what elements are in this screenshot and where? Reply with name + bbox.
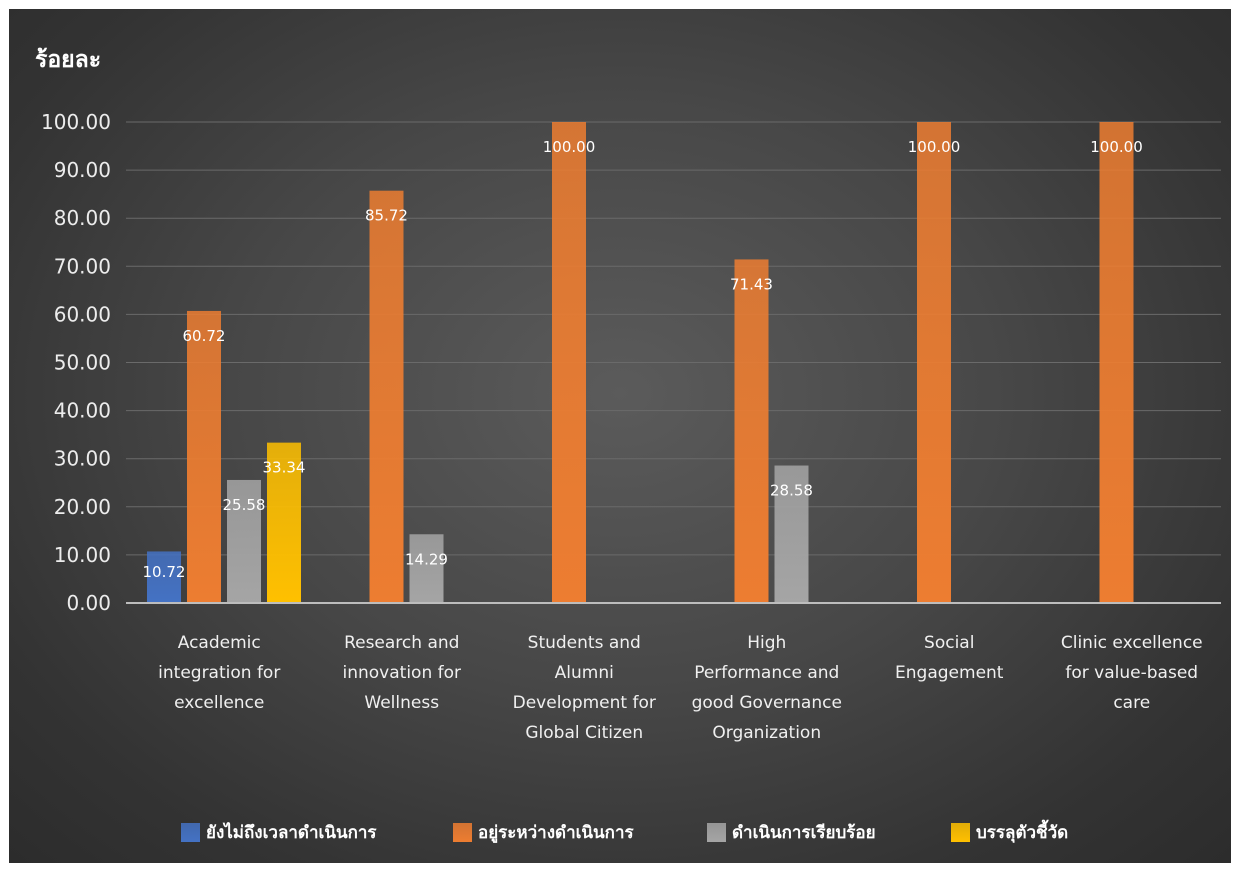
legend-swatch — [707, 823, 726, 842]
legend-item: ดำเนินการเรียบร้อย — [707, 822, 876, 843]
data-label: 100.00 — [543, 138, 596, 156]
data-label: 60.72 — [183, 327, 226, 345]
x-category-label: Clinic excellence for value-based care — [1061, 633, 1203, 713]
y-tick-label: 70.00 — [54, 254, 111, 278]
data-label: 71.43 — [730, 275, 773, 293]
bar — [227, 479, 261, 603]
x-category-label: High Performance and good Governance Organi… — [692, 633, 842, 743]
x-category-label: Academic integration for excellence — [158, 633, 280, 713]
bar — [369, 190, 404, 603]
y-tick-label: 100.00 — [41, 110, 111, 134]
data-label: 85.72 — [365, 207, 408, 225]
legend: ยังไม่ถึงเวลาดำเนินการ อยู่ระหว่างดำเนินก… — [181, 819, 1068, 844]
legend-label: อยู่ระหว่างดำเนินการ — [478, 823, 635, 844]
legend-item: บรรลุตัวชี้วัด — [951, 819, 1068, 843]
data-label: 33.34 — [263, 459, 306, 477]
bars — [147, 122, 1134, 603]
x-category-label: Students and Alumni Development for Global … — [513, 633, 656, 743]
bar-chart: ร้อยละ 0.00 10.00 20.00 30.00 40.00 50.00 60.0… — [35, 47, 1221, 844]
data-label: 100.00 — [908, 138, 961, 156]
y-tick-label: 90.00 — [54, 158, 111, 182]
bar — [1099, 122, 1134, 603]
y-tick-label: 40.00 — [54, 399, 111, 423]
legend-label: บรรลุตัวชี้วัด — [976, 819, 1068, 843]
y-tick-label: 30.00 — [54, 447, 111, 471]
bar — [187, 310, 221, 603]
legend-item: ยังไม่ถึงเวลาดำเนินการ — [181, 822, 377, 843]
x-category-label: Social Engagement — [895, 633, 1004, 683]
data-label: 14.29 — [405, 550, 448, 568]
bar — [409, 534, 444, 603]
bar — [147, 551, 181, 603]
y-tick-label: 80.00 — [54, 206, 111, 230]
legend-swatch — [453, 823, 472, 842]
data-label: 100.00 — [1090, 138, 1143, 156]
data-label: 10.72 — [143, 563, 186, 581]
data-label: 28.58 — [770, 482, 813, 500]
y-tick-label: 10.00 — [54, 543, 111, 567]
gridlines — [126, 121, 1221, 556]
legend-swatch — [181, 823, 200, 842]
data-label: 25.58 — [223, 496, 266, 514]
y-tick-label: 50.00 — [54, 351, 111, 375]
y-tick-label: 60.00 — [54, 302, 111, 326]
bar — [552, 122, 586, 603]
legend-swatch — [951, 823, 970, 842]
bar — [917, 122, 951, 603]
y-axis-ticks: 0.00 10.00 20.00 30.00 40.00 50.00 60.00 70.00 8… — [41, 110, 111, 615]
y-axis-title: ร้อยละ — [35, 47, 101, 73]
bar — [774, 465, 809, 603]
legend-item: อยู่ระหว่างดำเนินการ — [453, 823, 635, 844]
x-category-label: Research and innovation for Wellness — [343, 633, 462, 713]
y-tick-label: 0.00 — [66, 591, 111, 615]
data-labels: 10.72 60.72 25.58 33.34 85.72 14.29 100.00 71.4… — [143, 138, 1143, 581]
x-axis-categories: Academic integration for excellence Researc… — [158, 633, 1202, 743]
legend-label: ดำเนินการเรียบร้อย — [732, 822, 876, 843]
legend-label: ยังไม่ถึงเวลาดำเนินการ — [206, 822, 377, 843]
y-tick-label: 20.00 — [54, 495, 111, 519]
bar — [734, 259, 769, 603]
bar — [267, 442, 301, 603]
chart-area: ร้อยละ 0.00 10.00 20.00 30.00 40.00 50.00 60.0… — [9, 9, 1231, 863]
